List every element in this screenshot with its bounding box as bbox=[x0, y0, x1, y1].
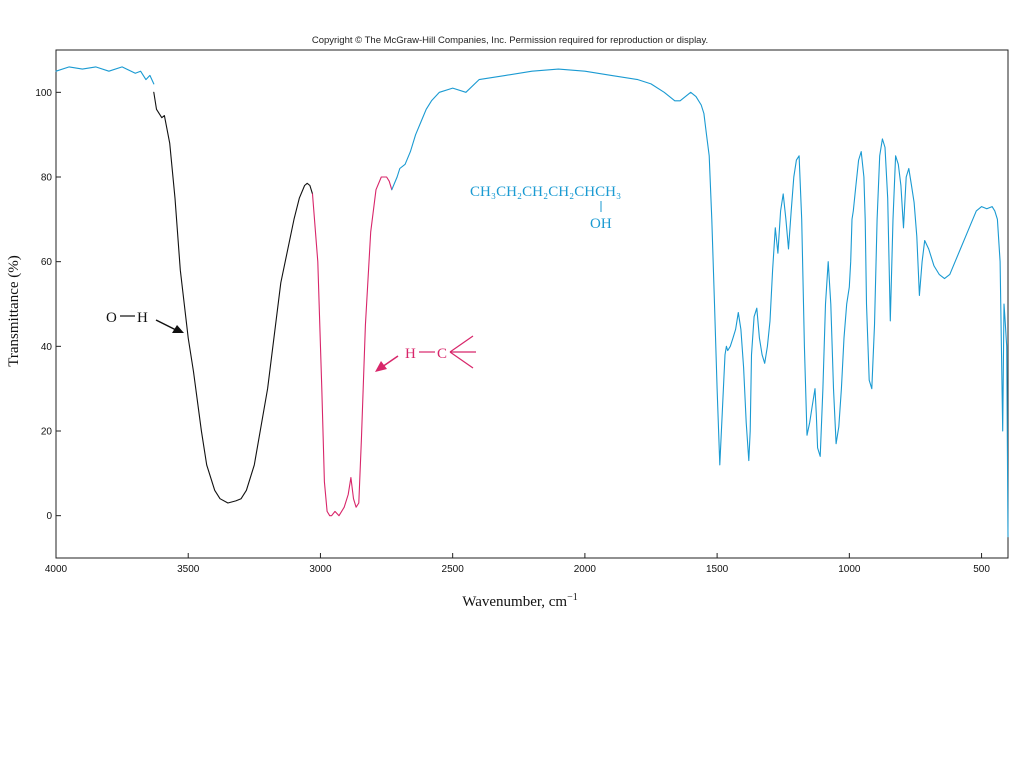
annotation-h-c-bond-down bbox=[449, 351, 474, 369]
x-tick-label: 1000 bbox=[838, 564, 861, 575]
x-tick-label: 1500 bbox=[706, 564, 729, 575]
x-axis-ticks: 4000 3500 3000 2500 2000 1500 1000 500 bbox=[45, 553, 990, 575]
y-tick-label: 100 bbox=[35, 88, 52, 99]
y-tick-label: 80 bbox=[41, 173, 53, 184]
x-tick-label: 3000 bbox=[309, 564, 332, 575]
y-axis-ticks: 0 20 40 60 80 100 bbox=[35, 88, 61, 522]
spectrum-series-line-2 bbox=[311, 176, 393, 517]
annotation-o-h-right: H bbox=[137, 310, 148, 326]
spectrum-series-line-0 bbox=[55, 66, 155, 85]
annotation-h-c-arrow bbox=[381, 355, 399, 368]
molecule-formula: CH₃CH₂CH₂CH₂CHCH₃ OH bbox=[470, 184, 621, 232]
annotation-h-c-left: H bbox=[405, 346, 416, 362]
annotation-o-h-arrow bbox=[155, 319, 177, 331]
y-tick-label: 40 bbox=[41, 342, 53, 353]
y-tick-label: 20 bbox=[41, 427, 53, 438]
x-tick-label: 500 bbox=[973, 564, 990, 575]
y-tick-label: 60 bbox=[41, 257, 53, 268]
spectrum-series bbox=[55, 66, 1009, 538]
annotation-o-h-arrowhead bbox=[172, 325, 184, 333]
annotation-h-c-arrowhead bbox=[375, 361, 387, 372]
x-tick-label: 3500 bbox=[177, 564, 200, 575]
x-tick-label: 2000 bbox=[574, 564, 597, 575]
spectrum-series-line-3 bbox=[391, 68, 1009, 538]
formula-sub: OH bbox=[590, 216, 612, 232]
y-tick-label: 0 bbox=[46, 511, 52, 522]
spectrum-series-line-1 bbox=[153, 91, 314, 504]
x-axis-label: Wavenumber, cm−1 bbox=[462, 592, 577, 610]
x-tick-label: 4000 bbox=[45, 564, 68, 575]
annotation-h-c-bond-up bbox=[449, 335, 474, 353]
annotation-o-h: O H bbox=[106, 310, 184, 333]
annotation-h-c-right: C bbox=[437, 346, 447, 362]
annotation-h-c: H C bbox=[375, 335, 476, 372]
formula-main: CH₃CH₂CH₂CH₂CHCH₃ bbox=[470, 184, 621, 200]
annotation-o-h-left: O bbox=[106, 310, 117, 326]
x-tick-label: 2500 bbox=[442, 564, 465, 575]
plot-frame bbox=[55, 49, 1009, 559]
copyright-notice: Copyright © The McGraw-Hill Companies, I… bbox=[312, 35, 708, 46]
y-axis-label: Transmittance (%) bbox=[6, 255, 22, 367]
